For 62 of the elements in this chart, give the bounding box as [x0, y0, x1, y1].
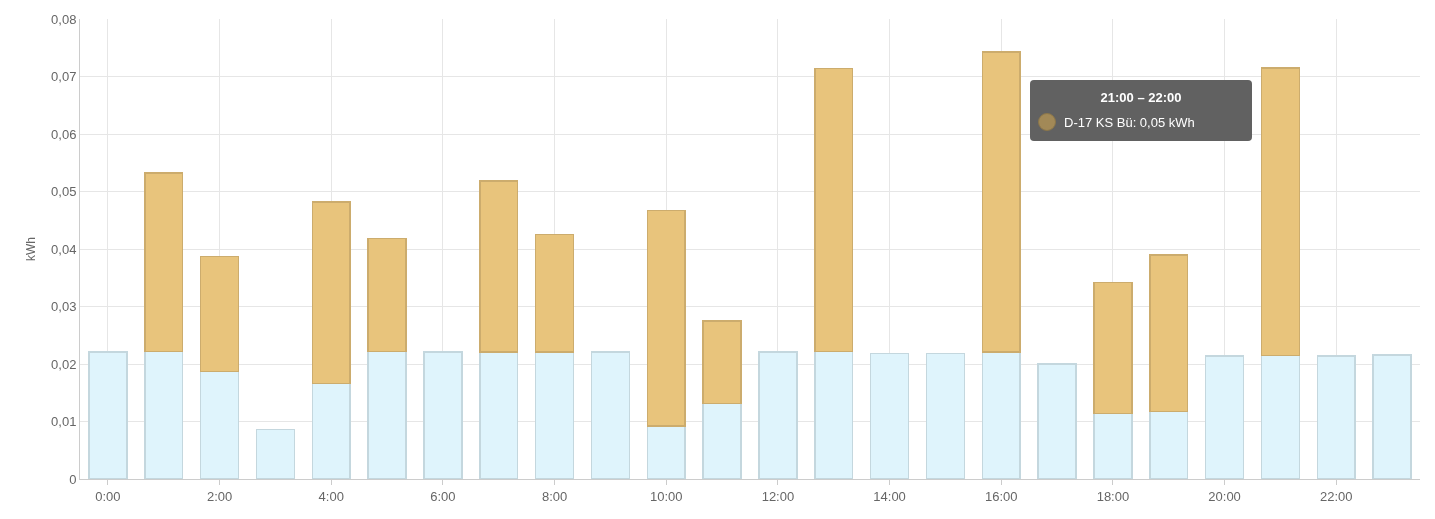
bar	[869, 352, 910, 479]
bar	[702, 320, 742, 405]
bar	[199, 370, 240, 479]
y-tick-label: 0,04	[51, 241, 77, 257]
x-tick-label: 14:00	[873, 488, 906, 504]
bar	[925, 352, 966, 479]
y-tick-label: 0	[69, 471, 77, 487]
x-tick-label: 4:00	[318, 488, 344, 504]
bar	[981, 51, 1021, 353]
x-tick-label: 6:00	[430, 488, 456, 504]
bar	[199, 255, 240, 373]
bar	[1316, 355, 1356, 479]
bar	[534, 351, 575, 479]
x-tick-label: 16:00	[984, 488, 1018, 504]
bar	[1149, 254, 1189, 413]
bar	[1093, 281, 1133, 415]
bar	[311, 382, 351, 479]
bar	[423, 351, 463, 479]
bar	[1149, 410, 1189, 479]
y-tick-label: 0,06	[51, 126, 77, 142]
bar	[590, 351, 631, 479]
bar	[479, 351, 519, 479]
bar	[479, 180, 519, 353]
x-tick-label: 20:00	[1208, 488, 1241, 504]
x-tick-label: 2:00	[206, 488, 233, 504]
bar	[144, 350, 184, 479]
y-tick-label: 0,02	[51, 356, 77, 372]
bar	[1037, 363, 1077, 479]
bar	[702, 402, 742, 479]
bar	[144, 172, 184, 353]
bar	[814, 350, 854, 479]
tooltip-box: 21:00 – 22:00 D-17 KS Bü: 0,05 kWh	[1030, 80, 1252, 141]
y-tick-label: 0,01	[51, 414, 77, 430]
bar	[814, 67, 854, 353]
y-tick-label: 0,05	[51, 184, 77, 200]
bar	[534, 233, 575, 353]
bar	[758, 351, 798, 479]
bar	[646, 425, 686, 479]
bar	[367, 350, 407, 479]
bar	[255, 428, 296, 479]
bar	[646, 209, 686, 427]
x-tick-label: 10:00	[649, 488, 683, 504]
x-tick-label: 22:00	[1319, 488, 1353, 504]
y-axis-title: kWh	[24, 237, 39, 261]
annotation: 21:00 – 22:00	[1099, 90, 1183, 105]
x-tick-label: 18:00	[1096, 488, 1130, 504]
x-tick-label: 12:00	[761, 488, 795, 504]
bar	[1093, 412, 1133, 479]
bar	[311, 201, 351, 385]
bar	[1260, 67, 1301, 357]
bar	[981, 351, 1021, 479]
y-tick-label: 0,07	[51, 69, 77, 85]
annotation: D-17 KS Bü: 0,05 kWh	[1064, 114, 1195, 130]
bar	[1204, 355, 1245, 479]
y-tick-label: 0,08	[51, 11, 77, 27]
y-tick-label: 0,03	[51, 299, 77, 315]
bar	[1372, 354, 1412, 479]
bar	[367, 237, 407, 353]
bar	[1260, 354, 1301, 479]
x-tick-label: 0:00	[95, 488, 121, 504]
x-tick-label: 8:00	[541, 488, 568, 504]
bar	[88, 351, 128, 479]
